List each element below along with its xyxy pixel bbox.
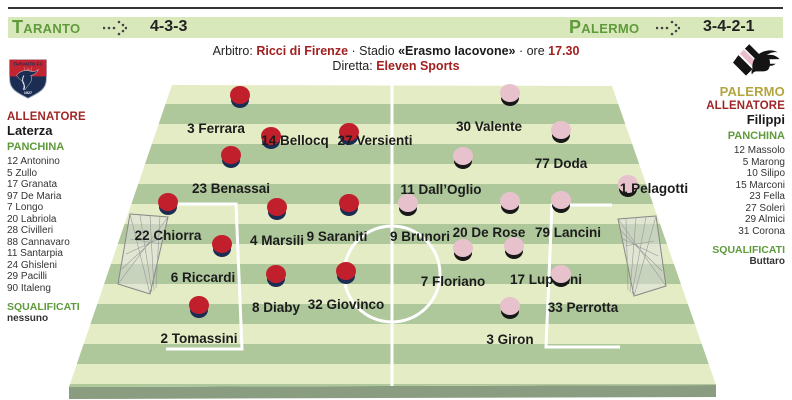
svg-text:1927: 1927 xyxy=(24,91,32,95)
svg-text:TARANTO FC: TARANTO FC xyxy=(13,61,43,66)
